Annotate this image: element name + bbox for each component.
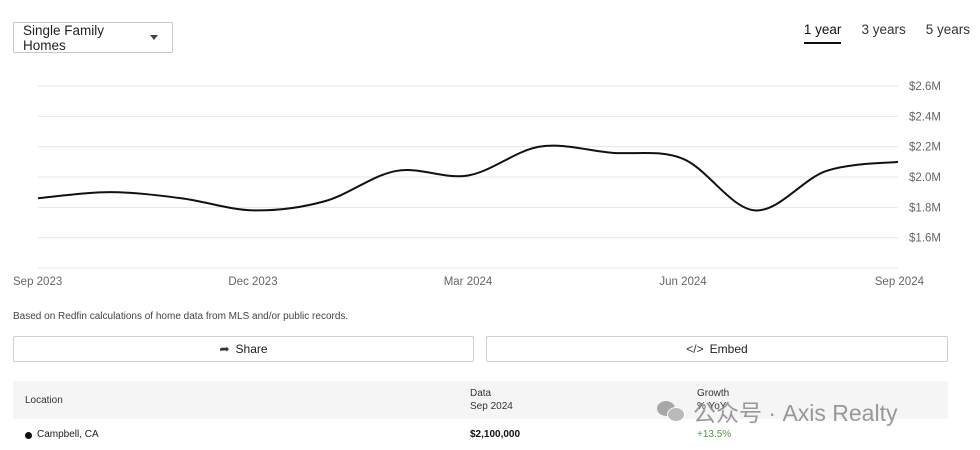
table-header: Location Data Sep 2024 Growth % YoY (13, 381, 948, 419)
col-data: Data (470, 388, 492, 399)
y-tick-label: $2.4M (909, 111, 941, 123)
embed-label: Embed (709, 342, 748, 356)
caret-down-icon (150, 35, 158, 40)
watermark: 公众号 · Axis Realty (657, 394, 897, 428)
price-line-chart: $1.6M $1.8M $2.0M $2.2M $2.4M $2.6M Sep 2023 De… (13, 81, 941, 288)
x-tick-label: Mar 2024 (444, 276, 493, 288)
y-tick-label: $2.6M (909, 81, 941, 93)
data-point[interactable] (106, 188, 114, 196)
y-tick-label: $1.6M (909, 233, 941, 245)
x-tick-label: Sep 2023 (13, 276, 62, 288)
range-tabs: 1 year 3 years 5 years (803, 22, 970, 44)
home-type-dropdown[interactable]: Single Family Homes (13, 22, 173, 53)
data-point[interactable] (34, 194, 42, 202)
row-growth: +13.5% (697, 429, 732, 440)
tab-3-years[interactable]: 3 years (861, 22, 906, 37)
share-label: Share (235, 342, 268, 356)
data-point[interactable] (177, 194, 185, 202)
tab-1-year[interactable]: 1 year (803, 22, 842, 44)
tab-5-years[interactable]: 5 years (925, 22, 970, 37)
col-data-sub: Sep 2024 (470, 401, 513, 412)
share-icon: ➦ (219, 342, 230, 356)
data-point[interactable] (249, 206, 257, 214)
watermark-text: 公众号 · Axis Realty (693, 400, 898, 426)
y-tick-label: $2.0M (909, 172, 941, 184)
code-icon: </> (686, 342, 704, 356)
table-row: Campbell, CA $2,100,000 +13.5% (13, 426, 948, 448)
data-point[interactable] (751, 206, 759, 214)
data-point[interactable] (679, 155, 687, 163)
share-button[interactable]: ➦ Share (13, 336, 474, 362)
row-value: $2,100,000 (470, 429, 521, 440)
home-type-label: Single Family Homes (23, 22, 105, 53)
data-point[interactable] (607, 149, 615, 157)
col-growth-sub: % YoY (697, 401, 727, 412)
series-line (37, 144, 899, 212)
y-tick-label: $2.2M (909, 142, 941, 154)
row-location[interactable]: Campbell, CA (37, 429, 99, 440)
data-point[interactable] (392, 167, 400, 175)
data-point[interactable] (464, 171, 472, 179)
data-point[interactable] (536, 143, 544, 151)
col-location: Location (25, 395, 63, 406)
y-tick-label: $1.8M (909, 202, 941, 214)
series-dot (25, 432, 32, 439)
col-growth: Growth (697, 388, 730, 399)
embed-button[interactable]: </> Embed (486, 336, 948, 362)
data-point[interactable] (894, 158, 902, 166)
data-source-note: Based on Redfin calculations of home dat… (13, 311, 349, 322)
data-point[interactable] (321, 197, 329, 205)
data-point[interactable] (822, 167, 830, 175)
x-tick-label: Sep 2024 (875, 276, 925, 288)
x-tick-label: Dec 2023 (228, 276, 277, 288)
x-tick-label: Jun 2024 (659, 276, 707, 288)
wechat-icon (657, 399, 687, 423)
